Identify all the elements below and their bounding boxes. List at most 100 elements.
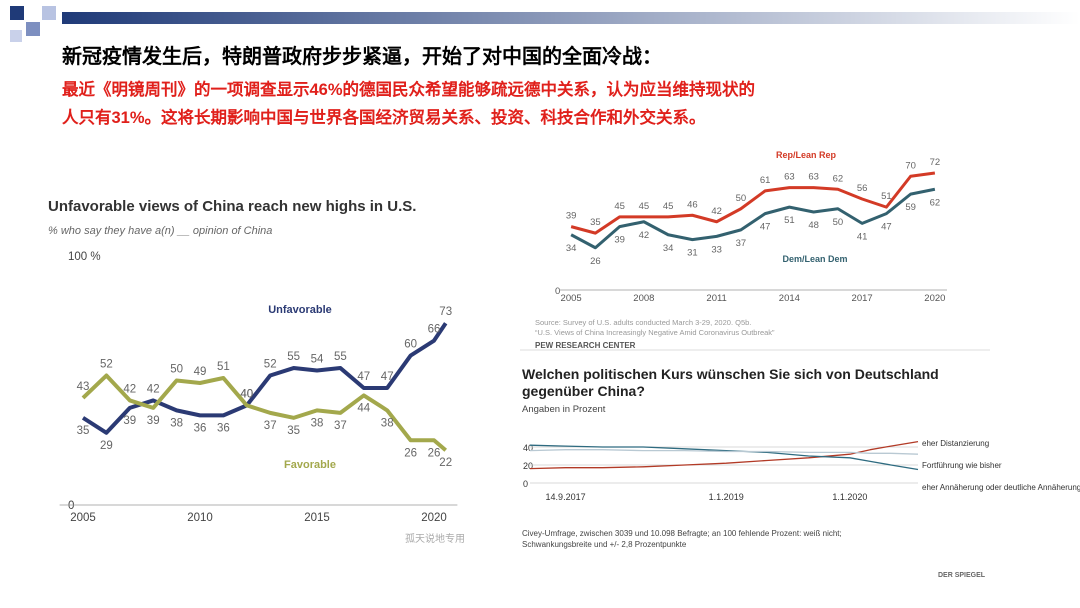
x-tick-label: 2005 xyxy=(70,512,96,524)
series-name: Rep/Lean Rep xyxy=(776,150,837,160)
data-label: 33 xyxy=(711,244,722,255)
data-label: 39 xyxy=(566,211,577,222)
data-label: 38 xyxy=(311,417,324,429)
x-tick-label: 2020 xyxy=(421,512,447,524)
data-label: 31 xyxy=(687,248,698,259)
data-label: 26 xyxy=(404,447,417,459)
data-label: 34 xyxy=(663,243,674,254)
data-label: 45 xyxy=(663,201,674,212)
chart-subtitle: Angaben in Prozent xyxy=(522,404,606,415)
x-tick-label: 2017 xyxy=(852,293,873,304)
watermark: 孤天说地专用 xyxy=(405,534,465,545)
data-label: 40 xyxy=(240,388,253,400)
data-label: 37 xyxy=(334,420,347,432)
series-line xyxy=(570,187,936,250)
series-line xyxy=(570,171,936,235)
x-tick-label: 1.1.2020 xyxy=(832,492,867,502)
data-label: 46 xyxy=(687,199,698,210)
data-label: 50 xyxy=(170,364,183,376)
data-label: 37 xyxy=(264,420,277,432)
series-line xyxy=(81,373,447,452)
chart-subtitle: % who say they have a(n) __ opinion of C… xyxy=(48,225,273,237)
series-line xyxy=(529,444,919,471)
red-line: 最近《明镜周刊》的一项调查显示46%的德国民众希望能够疏远德中关系，认为应当维持… xyxy=(62,81,756,99)
data-label: 34 xyxy=(566,243,577,254)
chart-title: Unfavorable views of China reach new hig… xyxy=(48,198,417,215)
data-label: 63 xyxy=(784,172,795,183)
data-label: 29 xyxy=(100,440,113,452)
data-label: 26 xyxy=(590,256,601,267)
y-tick-label: 20 xyxy=(523,461,533,471)
data-label: 55 xyxy=(334,351,347,363)
data-label: 39 xyxy=(123,415,136,427)
x-tick-label: 2014 xyxy=(779,293,800,304)
chart-title: Welchen politischen Kurs wünschen Sie si… xyxy=(522,366,939,399)
data-label: 63 xyxy=(808,172,819,183)
data-label: 50 xyxy=(833,217,844,228)
data-label: 49 xyxy=(194,366,207,378)
data-label: 42 xyxy=(147,383,160,395)
data-label: 45 xyxy=(639,201,650,212)
source: Source: Survey of U.S. adults conducted … xyxy=(535,318,752,327)
x-tick-label: 2020 xyxy=(924,293,945,304)
series-line xyxy=(81,322,448,435)
x-tick-label: 2011 xyxy=(706,293,726,304)
series-name: Favorable xyxy=(284,459,336,471)
x-tick-label: 2015 xyxy=(304,512,330,524)
x-tick-label: 14.9.2017 xyxy=(546,492,586,502)
data-label: 35 xyxy=(77,425,90,437)
credit: PEW RESEARCH CENTER xyxy=(535,341,636,350)
red-line: 人只有31%。这将长期影响中国与世界各国经济贸易关系、投资、科技合作和外交关系。 xyxy=(62,109,706,127)
data-label: 60 xyxy=(404,339,417,351)
header-bar xyxy=(62,12,1080,24)
data-label: 61 xyxy=(760,175,771,186)
data-label: 26 xyxy=(428,447,441,459)
decor xyxy=(26,22,40,36)
data-label: 42 xyxy=(639,230,650,241)
data-label: 51 xyxy=(217,361,230,373)
series-name: eher Distanzierung xyxy=(922,439,989,448)
series-name: Unfavorable xyxy=(268,304,332,316)
data-label: 39 xyxy=(614,235,625,246)
decor xyxy=(42,6,56,20)
heading: 新冠疫情发生后，特朗普政府步步紧逼，开始了对中国的全面冷战： xyxy=(62,46,662,68)
series-name: Fortführung wie bisher xyxy=(922,461,1002,470)
data-label: 55 xyxy=(287,351,300,363)
data-label: 37 xyxy=(736,238,747,249)
x-tick-label: 2008 xyxy=(633,293,654,304)
decor xyxy=(10,30,22,42)
data-label: 47 xyxy=(760,222,771,233)
data-label: 39 xyxy=(147,415,160,427)
source: Civey-Umfrage, zwischen 3039 und 10.098 … xyxy=(522,529,842,549)
source: “U.S. Views of China Increasingly Negati… xyxy=(535,328,775,337)
y-tick-label: 0 xyxy=(523,479,528,489)
data-label: 38 xyxy=(170,417,183,429)
y-tick-label: 100 % xyxy=(68,251,101,263)
y-tick-label: 0 xyxy=(555,286,560,297)
data-label: 36 xyxy=(194,422,207,434)
data-label: 42 xyxy=(711,206,722,217)
data-label: 54 xyxy=(311,354,324,366)
data-label: 43 xyxy=(77,381,90,393)
data-label: 52 xyxy=(264,359,277,371)
data-label: 48 xyxy=(808,220,819,231)
data-label: 73 xyxy=(439,306,452,318)
data-label: 59 xyxy=(905,202,916,213)
data-label: 47 xyxy=(357,371,370,383)
series-name: eher Annäherung oder deutliche Annäherun… xyxy=(922,483,1080,492)
decor xyxy=(10,6,24,20)
data-label: 66 xyxy=(428,324,441,336)
data-label: 51 xyxy=(881,191,892,202)
data-label: 70 xyxy=(905,160,916,171)
data-label: 72 xyxy=(930,157,941,168)
y-tick-label: 40 xyxy=(523,443,533,453)
y-tick-label: 0 xyxy=(68,500,74,512)
data-label: 22 xyxy=(439,457,452,469)
data-label: 62 xyxy=(930,197,941,208)
data-label: 56 xyxy=(857,183,868,194)
data-label: 50 xyxy=(736,193,747,204)
data-label: 38 xyxy=(381,417,394,429)
data-label: 41 xyxy=(857,231,868,242)
x-tick-label: 2005 xyxy=(561,293,582,304)
